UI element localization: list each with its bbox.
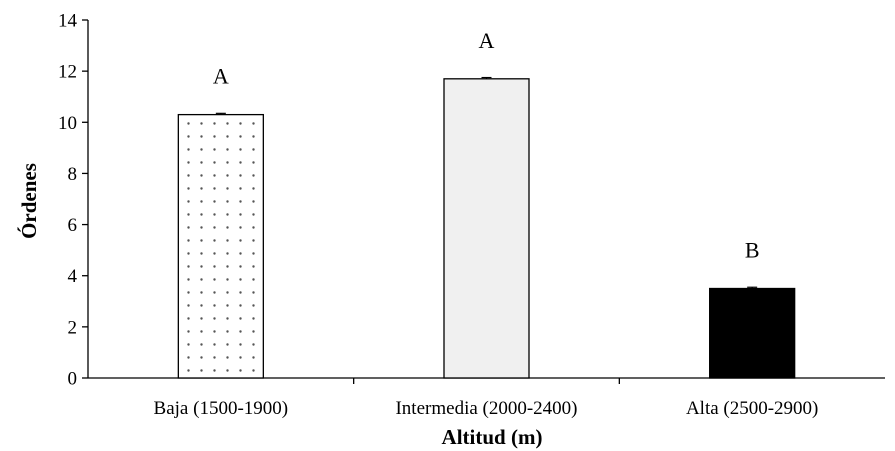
bar xyxy=(177,113,264,379)
y-tick-label: 10 xyxy=(58,113,77,134)
bars: A A B xyxy=(177,28,796,379)
y-tick-label: 14 xyxy=(58,11,78,32)
y-tick-label: 6 xyxy=(68,215,78,236)
y-tick-label: 0 xyxy=(68,369,78,390)
y-axis-title: Órdenes xyxy=(17,163,41,239)
x-axis: Baja (1500-1900) Intermedia (2000-2400) Al… xyxy=(88,377,885,419)
y-tick-label: 4 xyxy=(68,266,78,287)
x-axis-title: Altitud (m) xyxy=(442,425,543,449)
bar xyxy=(443,78,530,379)
significance-letter: B xyxy=(745,238,760,263)
x-category-label: Baja (1500-1900) xyxy=(154,398,289,419)
x-category-label: Intermedia (2000-2400) xyxy=(395,398,577,419)
y-tick-label: 8 xyxy=(68,164,78,185)
significance-letter: A xyxy=(479,28,495,53)
bar xyxy=(709,287,796,379)
y-axis: 0 2 4 6 8 10 12 14 xyxy=(58,11,89,390)
significance-letter: A xyxy=(213,64,229,89)
x-category-label: Alta (2500-2900) xyxy=(686,398,818,419)
y-tick-label: 12 xyxy=(58,62,77,83)
y-tick-label: 2 xyxy=(68,317,78,338)
